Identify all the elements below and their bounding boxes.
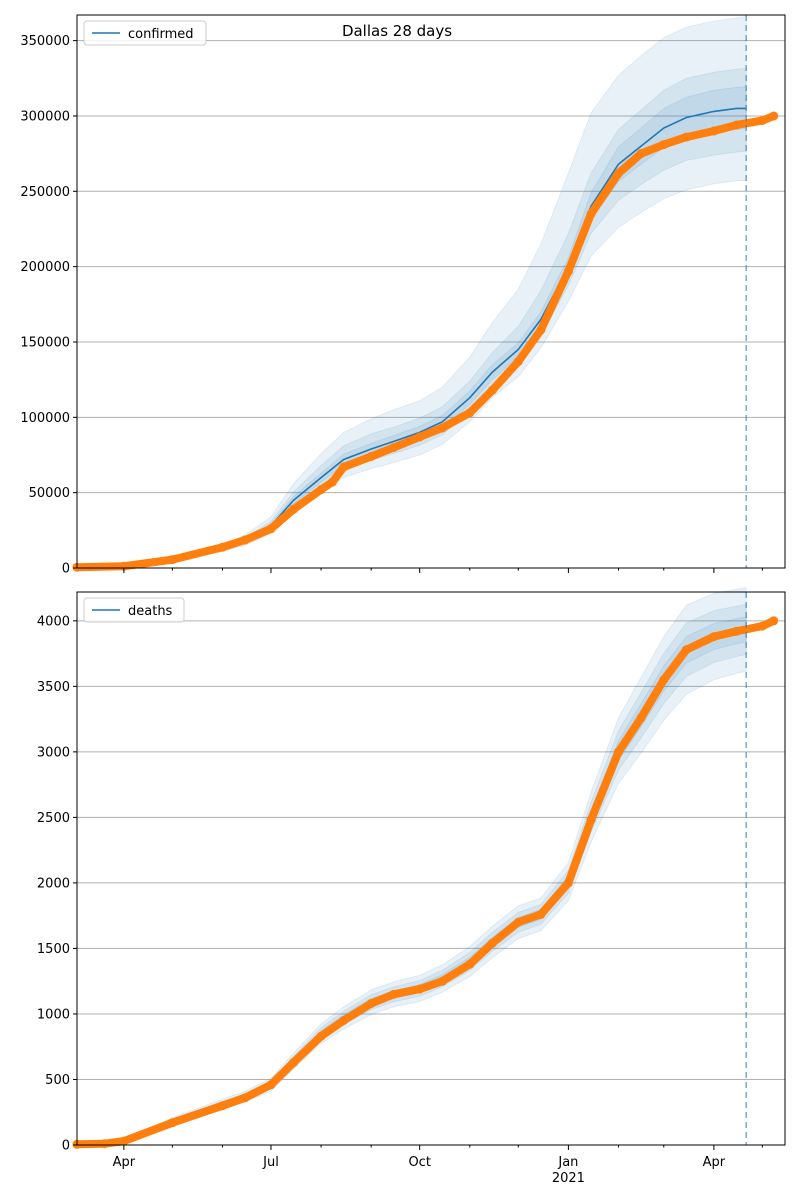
observed-point	[240, 1093, 250, 1103]
plot-frame	[76, 14, 786, 569]
observed-point	[339, 1016, 349, 1025]
observed-point	[757, 116, 767, 125]
observed-point	[769, 616, 779, 626]
uncertainty-band-1	[76, 16, 747, 569]
y-tick-label: 200000	[20, 260, 70, 275]
observed-point	[732, 120, 741, 130]
observed-point	[415, 432, 425, 442]
observed-point	[327, 477, 337, 487]
observed-point	[339, 462, 349, 472]
uncertainty-band-3	[76, 616, 747, 1145]
observed-point	[218, 542, 227, 552]
observed-point	[769, 111, 779, 121]
observed-point	[709, 632, 719, 642]
observed-point	[266, 524, 276, 534]
observed-point	[465, 959, 475, 969]
y-tick-label: 2000	[37, 876, 70, 891]
y-tick-label: 250000	[20, 185, 70, 200]
y-tick-label: 3500	[37, 680, 70, 695]
x-tick-label: Apr	[113, 1155, 136, 1170]
plot-frame	[76, 591, 786, 1146]
observed-point	[586, 815, 596, 825]
observed-point	[389, 443, 399, 452]
observed-point	[465, 408, 475, 418]
observed-trace	[73, 112, 778, 572]
legend-box	[83, 597, 185, 623]
uncertainty-band-2	[76, 603, 747, 1145]
y-tick-label: 2500	[37, 811, 70, 826]
observed-point	[415, 984, 425, 994]
y-tick-label: 150000	[20, 335, 70, 350]
observed-point	[487, 938, 497, 948]
y-tick-label: 100000	[20, 411, 70, 426]
observed-point	[614, 168, 623, 178]
deaths-panel: 0 500 1000 1500 2000 2500 3000 3500 4000 Apr Jul Oc…	[37, 586, 786, 1186]
observed-point	[659, 675, 669, 685]
x-tick-label: Oct	[408, 1155, 430, 1170]
observed-point	[563, 878, 573, 888]
uncertainty-band-3	[76, 86, 747, 569]
x-tick-label: Jul	[262, 1155, 279, 1170]
observed-point	[636, 149, 646, 159]
observed-point	[487, 385, 497, 395]
observed-point	[289, 504, 299, 514]
observed-point	[681, 132, 691, 142]
y-tick-label: 50000	[29, 486, 70, 501]
y-tick-label: 1000	[37, 1007, 70, 1022]
observed-point	[119, 1136, 129, 1146]
observed-point	[586, 209, 596, 219]
legend-label: confirmed	[128, 27, 194, 42]
observed-point	[709, 126, 719, 136]
observed-point	[289, 1057, 299, 1067]
observed-point	[218, 1101, 227, 1111]
observed-point	[366, 452, 376, 461]
observed-point	[389, 989, 399, 999]
observed-point	[266, 1080, 276, 1090]
observed-point	[513, 917, 523, 927]
observed-trace	[73, 616, 778, 1149]
observed-point	[659, 140, 669, 150]
y-tick-label: 3000	[37, 745, 70, 760]
y-tick-label: 300000	[20, 109, 70, 124]
x-tick-sublabel: 2021	[552, 1171, 585, 1186]
observed-point	[366, 999, 376, 1008]
x-tick-label: Jan	[557, 1155, 578, 1170]
observed-point	[563, 266, 573, 276]
confirmed-panel: 0 50000 100000 150000 200000 250000 300000 3500…	[20, 14, 786, 577]
observed-point	[732, 626, 741, 636]
observed-point	[167, 1118, 177, 1128]
observed-point	[536, 325, 546, 335]
observed-point	[316, 485, 326, 495]
y-tick-label: 500	[45, 1073, 70, 1088]
y-tick-label: 0	[62, 1139, 70, 1154]
observed-point	[513, 357, 523, 367]
uncertainty-band-1	[76, 586, 747, 1146]
legend-box	[83, 20, 207, 46]
y-tick-label: 1500	[37, 942, 70, 957]
observed-point	[167, 555, 177, 565]
observed-point	[240, 535, 250, 545]
observed-point	[757, 621, 767, 631]
y-tick-label: 0	[62, 562, 70, 577]
x-tick-label: Apr	[703, 1155, 726, 1170]
y-tick-label: 4000	[37, 614, 70, 629]
observed-point	[437, 423, 447, 433]
observed-point	[316, 1031, 326, 1041]
observed-point	[100, 1139, 109, 1149]
figure-title: Dallas 28 days	[342, 22, 452, 40]
observed-point	[437, 976, 447, 986]
observed-point	[536, 909, 546, 919]
observed-point	[681, 645, 691, 655]
observed-point	[614, 747, 623, 757]
legend-label: deaths	[128, 604, 173, 619]
observed-point	[636, 713, 646, 723]
y-tick-label: 350000	[20, 34, 70, 49]
